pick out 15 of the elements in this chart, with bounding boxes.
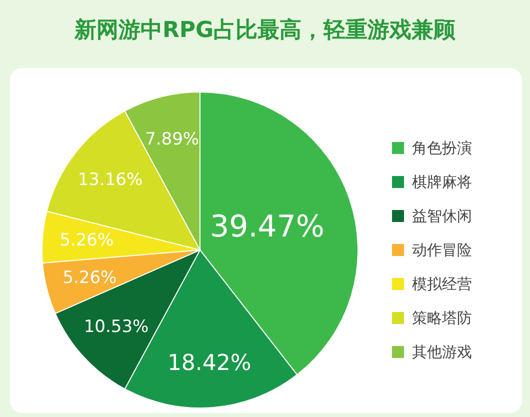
data-label: 13.16% [78,170,143,190]
legend-label: 策略塔防 [412,309,472,327]
data-label: 10.53% [84,317,149,338]
data-label: 18.42% [167,350,252,376]
legend-label: 动作冒险 [412,241,472,259]
legend-label: 棋牌麻将 [412,173,472,191]
legend-label: 模拟经营 [412,275,472,293]
data-label: 5.26% [60,230,114,251]
chart-title: 新网游中RPG占比最高，轻重游戏兼顾 [73,17,457,43]
data-label: 7.89% [145,130,200,150]
legend-label: 其他游戏 [412,343,472,361]
data-label: 5.26% [62,268,117,288]
legend-label: 角色扮演 [412,139,472,157]
legend-label: 益智休闲 [412,207,472,225]
data-label: 39.47% [210,209,324,244]
